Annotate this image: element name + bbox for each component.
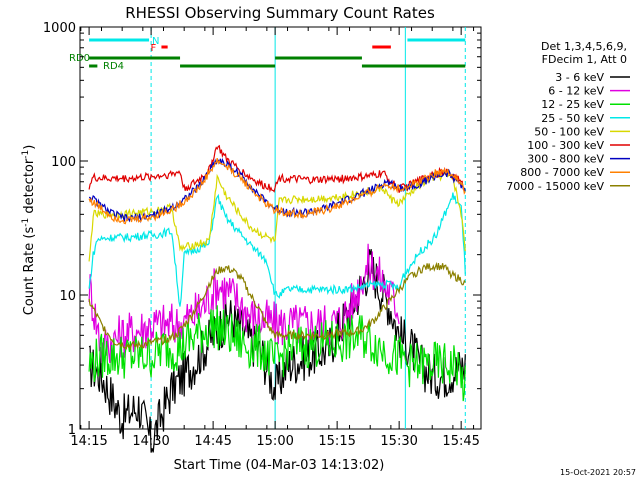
legend-label: 6 - 12 keV bbox=[548, 85, 604, 98]
x-tick-label: 15:15 bbox=[318, 434, 355, 449]
legend-header-2: FDecim 1, Att 0 bbox=[542, 53, 627, 66]
legend-label: 25 - 50 keV bbox=[541, 112, 604, 125]
y-axis-label: Count Rate (s-1 detector-1) bbox=[21, 145, 37, 316]
x-axis: 14:15 14:30 14:45 15:00 15:15 15:30 15:45 bbox=[70, 27, 480, 449]
series-line bbox=[88, 170, 466, 262]
legend-label: 50 - 100 keV bbox=[534, 125, 604, 138]
legend-label: 12 - 25 keV bbox=[541, 98, 604, 111]
legend-header-1: Det 1,3,4,5,6,9, bbox=[541, 40, 627, 53]
x-tick-label: 14:30 bbox=[132, 434, 169, 449]
x-tick-label: 14:45 bbox=[194, 434, 231, 449]
series-line bbox=[88, 192, 466, 307]
legend-label: 3 - 6 keV bbox=[555, 71, 604, 84]
series-line bbox=[88, 261, 466, 351]
x-tick-label: 14:15 bbox=[70, 434, 107, 449]
data-series bbox=[88, 144, 466, 453]
x-tick-label: 15:45 bbox=[442, 434, 479, 449]
series-line bbox=[89, 157, 466, 224]
series-line bbox=[88, 248, 466, 453]
plot-frame bbox=[79, 26, 482, 430]
series-line bbox=[88, 157, 466, 225]
y-tick-label: 1000 bbox=[43, 21, 76, 36]
flag-label-rd0: RD0 bbox=[69, 53, 90, 64]
series-line bbox=[88, 144, 466, 193]
chart-title: RHESSI Observing Summary Count Rates bbox=[125, 4, 435, 22]
x-axis-label: Start Time (04-Mar-03 14:13:02) bbox=[174, 458, 385, 473]
legend: Det 1,3,4,5,6,9, FDecim 1, Att 0 3 - 6 k… bbox=[506, 40, 630, 193]
y-tick-label: 100 bbox=[51, 155, 76, 170]
timestamp: 15-Oct-2021 20:57 bbox=[560, 468, 636, 477]
series-line bbox=[88, 305, 466, 402]
y-tick-label: 1 bbox=[68, 423, 76, 438]
legend-label: 300 - 800 keV bbox=[527, 153, 604, 166]
y-axis: 1 10 100 1000 bbox=[43, 21, 481, 438]
flag-label-f: F bbox=[150, 43, 156, 54]
x-tick-label: 15:30 bbox=[380, 434, 417, 449]
axes-box bbox=[79, 26, 482, 430]
x-tick-label: 15:00 bbox=[256, 434, 293, 449]
legend-label: 800 - 7000 keV bbox=[520, 166, 604, 179]
legend-label: 100 - 300 keV bbox=[527, 139, 604, 152]
series-line bbox=[88, 243, 400, 365]
flag-label-n: N bbox=[152, 36, 159, 47]
vertical-markers bbox=[150, 27, 466, 429]
y-tick-label: 10 bbox=[59, 289, 76, 304]
flag-label-rd4: RD4 bbox=[103, 61, 124, 72]
legend-label: 7000 - 15000 keV bbox=[506, 180, 604, 193]
observing-flags: NF RD0 RD4 bbox=[69, 36, 466, 72]
